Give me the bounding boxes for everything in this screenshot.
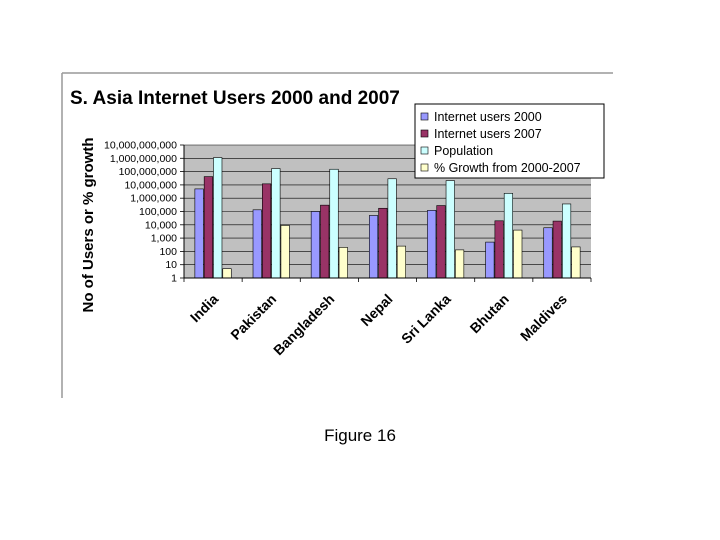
bar [338,247,348,279]
bar [513,229,523,279]
bar [445,180,455,279]
bar [503,193,513,279]
bar [194,188,204,279]
y-tick-label: 1,000,000,000 [110,153,177,165]
y-tick-label: 10,000,000,000 [104,140,177,152]
bar [552,220,562,279]
bar [280,225,290,279]
bar [494,220,504,279]
legend-swatch [420,163,429,172]
bar [436,205,446,279]
y-tick-label: 1,000 [151,233,177,245]
y-tick-label: 100,000,000 [119,166,178,178]
bar [368,215,379,279]
legend-swatch [420,129,429,138]
x-tick-label: Nepal [357,291,395,329]
x-tick-label: Bangladesh [270,291,337,358]
legend-entry: % Growth from 2000-2007 [434,161,581,175]
x-tick-label: Bhutan [466,291,511,336]
legend-box [414,103,605,179]
figure-caption: Figure 16 [324,426,396,445]
x-tick-label: Sri Lanka [398,291,454,347]
y-tick-label: 100 [159,246,177,258]
bar [271,168,281,279]
y-tick-label: 10 [165,259,177,271]
x-tick-label: Pakistan [227,291,279,343]
bar [203,176,213,279]
bar [329,168,339,279]
bar [571,246,581,279]
y-axis-label: No of Users or % growth [80,137,97,312]
chart-title: S. Asia Internet Users 2000 and 2007 [70,88,400,109]
x-tick-label: India [187,291,222,326]
legend-entry: Internet users 2000 [434,110,542,124]
legend-swatch [420,146,429,155]
bar [543,227,553,279]
bar [427,210,437,279]
bar [310,211,320,279]
bar [562,203,572,279]
bar [378,207,388,279]
y-tick-label: 10,000 [145,219,177,231]
y-tick-label: 10,000,000 [124,179,177,191]
legend-entry: Population [434,144,493,158]
legend-swatch [420,112,429,121]
bar [213,157,223,279]
x-tick-label: Maldives [517,291,570,344]
legend-entry: Internet users 2007 [434,127,542,141]
bar [320,204,330,279]
bar [387,178,397,279]
y-tick-label: 1 [171,273,177,285]
bar [222,268,232,279]
bar [252,209,262,279]
bar [455,249,465,279]
bar [485,241,495,279]
y-tick-label: 1,000,000 [130,193,177,205]
bar [396,245,407,279]
y-tick-label: 100,000 [139,206,177,218]
bar [262,183,272,279]
